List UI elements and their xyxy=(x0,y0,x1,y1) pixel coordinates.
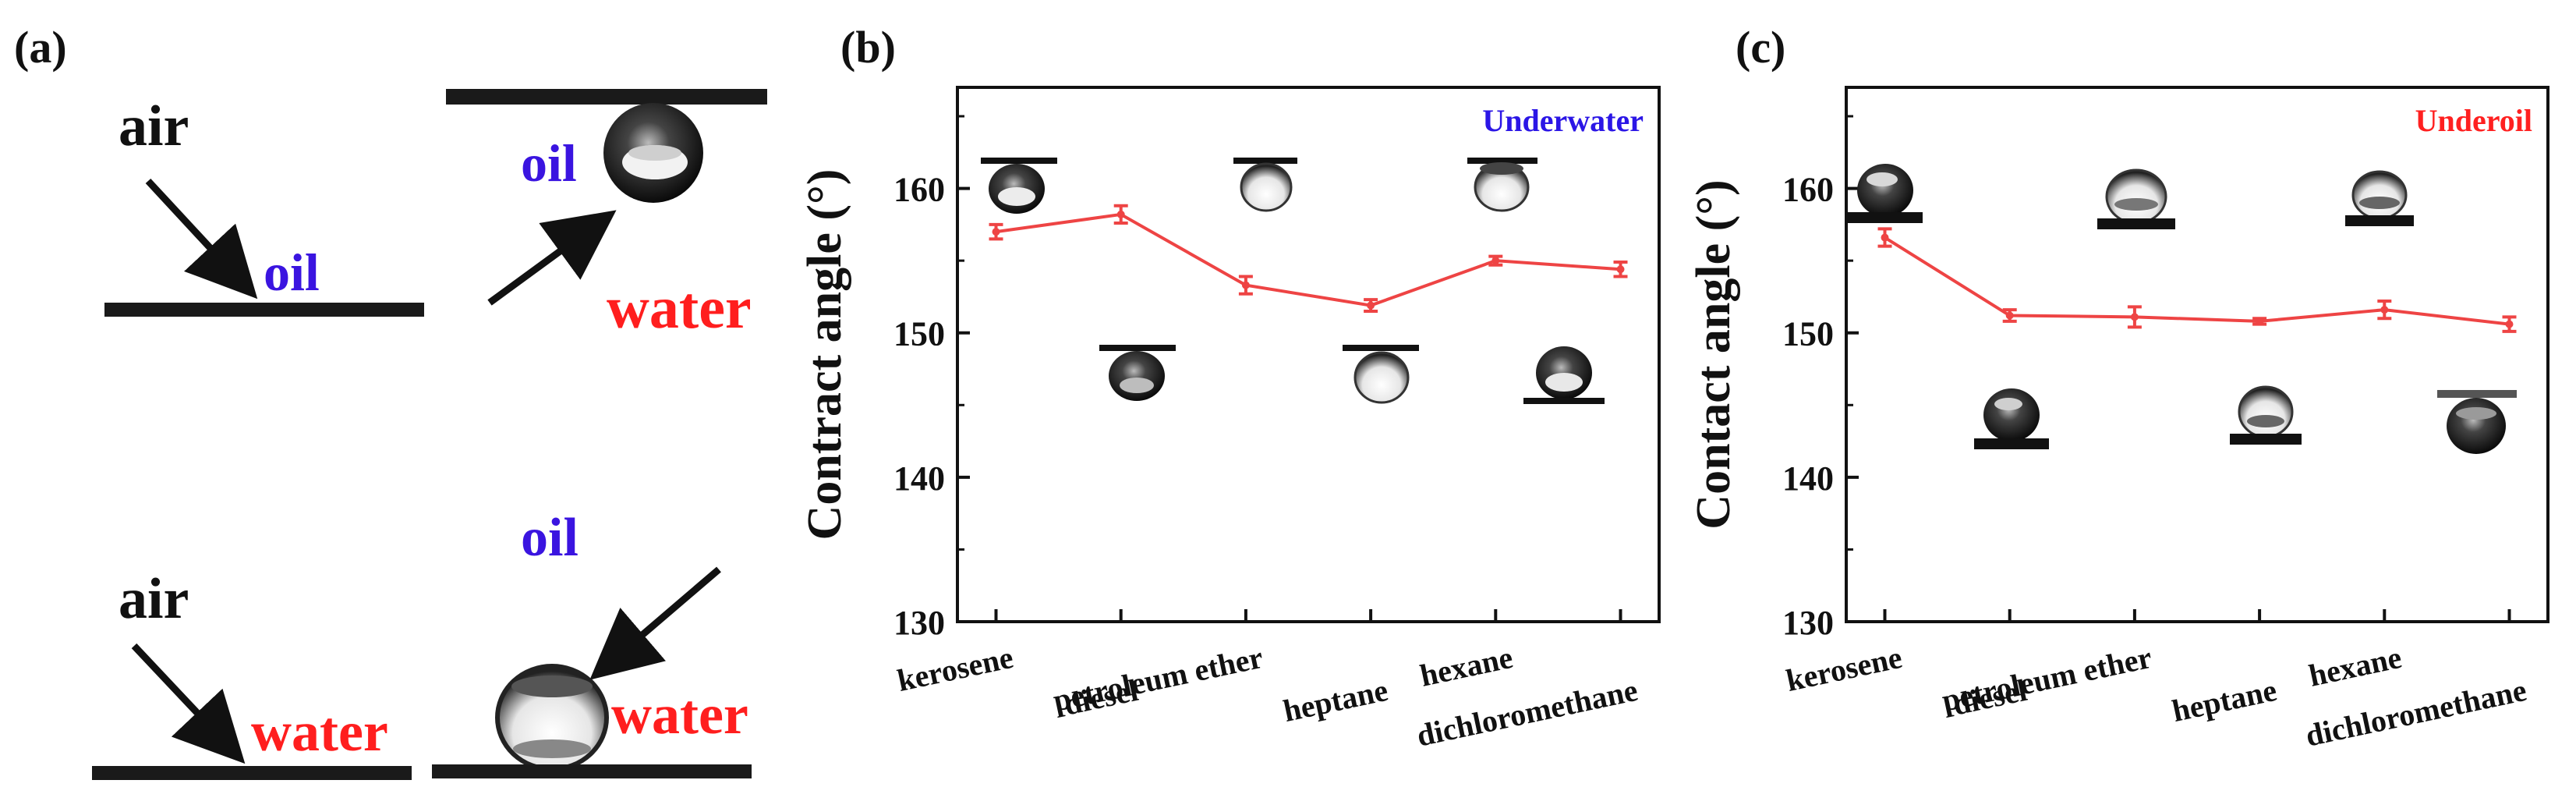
panel-a-label: (a) xyxy=(14,22,67,73)
inset-petroleum-ether-oil-drop xyxy=(1233,158,1297,212)
bottom-left-surface xyxy=(92,766,412,780)
panel-c-plot-frame xyxy=(1845,86,2549,623)
y-tick-label: 130 xyxy=(1782,604,1834,642)
x-tick-label-kerosene: kerosene xyxy=(1783,640,1905,698)
x-tick-label-petroleum-ether: petroleum ether xyxy=(1939,640,2155,718)
bottom-right-surface xyxy=(432,764,752,778)
y-tick-label: 160 xyxy=(893,171,945,209)
panel-b-y-axis-label: Contract angle (°) xyxy=(798,169,851,541)
top-air-label: air xyxy=(119,94,189,158)
panel-c-annotation: Underoil xyxy=(2415,103,2532,138)
top-oil-droplet xyxy=(603,103,703,203)
top-left-arrow xyxy=(145,178,258,300)
bottom-air-label: air xyxy=(119,567,189,631)
top-oil-right-label: oil xyxy=(521,133,577,193)
panel-c-series-line xyxy=(1884,236,2510,326)
panel-b-series-line xyxy=(996,212,1621,307)
y-tick-label: 150 xyxy=(893,315,945,353)
inset-dichloromethane-water-drop xyxy=(2437,390,2517,454)
panel-b-label: (b) xyxy=(840,22,896,73)
panel-c: (c) Contact angle (°) Underoil 130 140 150… xyxy=(1687,22,2549,753)
y-tick-label: 150 xyxy=(1782,315,1834,353)
panel-c-y-ticks: 130 140 150 160 xyxy=(1782,115,1859,642)
y-tick-label: 140 xyxy=(893,459,945,498)
panel-c-error-bars xyxy=(1877,227,2517,333)
inset-diesel-water-drop xyxy=(1974,388,2049,449)
y-tick-label: 160 xyxy=(1782,171,1834,209)
inset-hexane-water-drop xyxy=(2345,170,2414,226)
x-tick-label-heptane: heptane xyxy=(2169,672,2280,729)
bottom-water-left-label: water xyxy=(251,700,388,763)
inset-heptane-water-drop xyxy=(2230,385,2302,445)
top-water-label: water xyxy=(607,275,752,341)
y-tick-label: 130 xyxy=(893,604,945,642)
inset-heptane-oil-drop xyxy=(1343,345,1419,404)
bottom-water-droplet xyxy=(495,664,609,771)
panel-a: (a) air oil oil water air water oil wate… xyxy=(14,22,767,780)
panel-b-annotation: Underwater xyxy=(1482,103,1644,138)
top-right-arrow xyxy=(487,210,617,306)
top-left-surface xyxy=(104,303,424,317)
panel-c-drop-insets xyxy=(1848,164,2517,454)
top-oil-left-label: oil xyxy=(264,243,320,302)
inset-hexane-oil-drop xyxy=(1467,158,1537,212)
x-tick-label-kerosene: kerosene xyxy=(894,640,1016,698)
panel-b: (b) Contract angle (°) Underwater 130 140… xyxy=(798,22,1661,753)
panel-b-plot-frame xyxy=(956,86,1661,623)
inset-kerosene-water-drop xyxy=(1848,164,1923,223)
top-right-surface xyxy=(446,89,767,105)
x-tick-label-petroleum-ether: petroleum ether xyxy=(1050,640,1266,718)
inset-kerosene-oil-drop xyxy=(981,158,1057,214)
panel-c-y-axis-label: Contact angle (°) xyxy=(1687,179,1740,529)
y-tick-label: 140 xyxy=(1782,459,1834,498)
inset-dichloromethane-oil-drop xyxy=(1523,346,1605,404)
bottom-left-arrow xyxy=(131,643,246,764)
panel-c-label: (c) xyxy=(1736,22,1785,73)
panel-b-drop-insets xyxy=(981,158,1605,404)
x-tick-label-heptane: heptane xyxy=(1280,672,1391,729)
bottom-right-arrow xyxy=(589,566,721,680)
bottom-water-right-label: water xyxy=(611,683,748,746)
bottom-oil-label: oil xyxy=(521,508,579,568)
x-tick-label-hexane: hexane xyxy=(1417,640,1516,693)
x-tick-label-hexane: hexane xyxy=(2305,640,2404,693)
inset-diesel-oil-drop xyxy=(1099,345,1176,401)
panel-b-y-ticks: 130 140 150 160 xyxy=(893,115,970,642)
inset-petroleum-ether-water-drop xyxy=(2097,168,2175,229)
panel-b-error-bars xyxy=(989,204,1628,313)
